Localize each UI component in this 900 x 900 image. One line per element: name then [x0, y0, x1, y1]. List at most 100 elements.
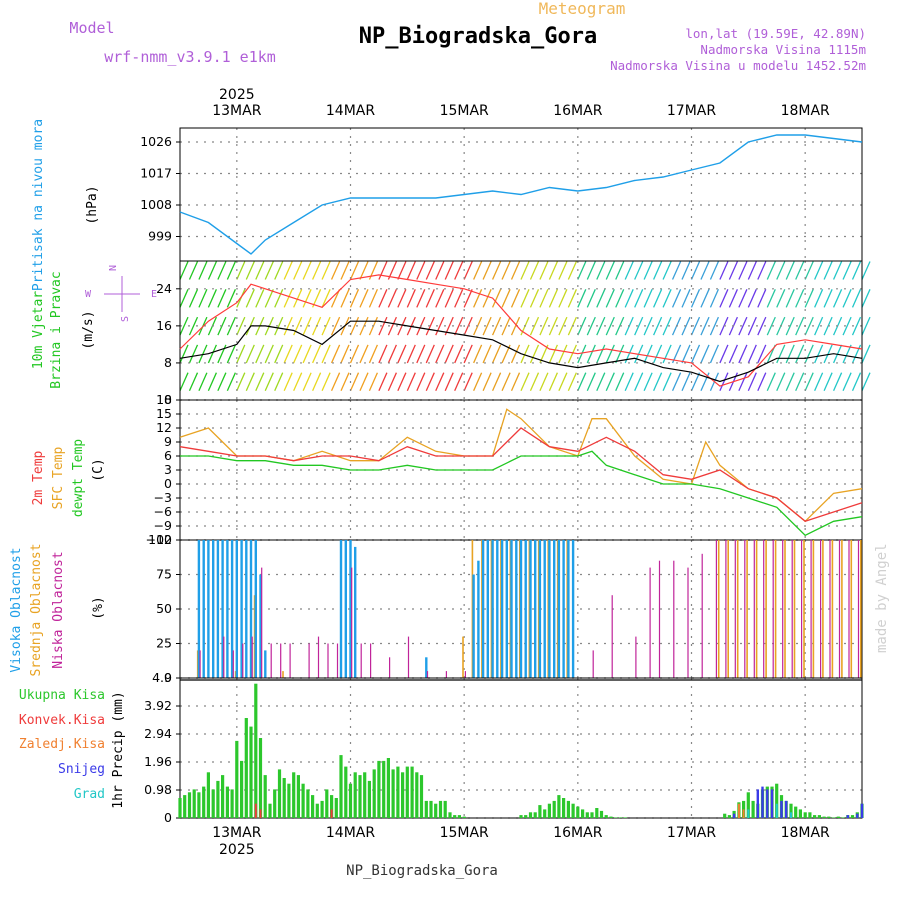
wind-barb	[690, 316, 701, 336]
ytick-label: 999	[148, 229, 172, 244]
day-label-top: 15MAR	[440, 103, 489, 119]
cloud-high-bar	[344, 540, 347, 678]
ytick-label: 1026	[140, 134, 172, 149]
wind-barb	[444, 372, 454, 391]
wind-barb	[349, 344, 360, 364]
precip-graupel-bar	[747, 809, 750, 818]
wind-barb	[577, 372, 587, 391]
wind-barb	[520, 261, 530, 280]
wind-barb	[567, 344, 577, 364]
precip-total-bar	[377, 760, 381, 818]
cloud-high-bar	[510, 540, 513, 678]
precip-total-bar	[244, 718, 248, 818]
wind-barb	[255, 289, 265, 308]
wind-barb	[406, 372, 416, 391]
panel-border	[179, 677, 863, 819]
wind-barb	[586, 372, 596, 391]
wind-barb	[804, 372, 814, 391]
precip-graupel-bar	[775, 803, 778, 818]
cloud-mid-bar	[282, 671, 284, 678]
wind-barb	[681, 316, 691, 336]
precip-total-bar	[221, 775, 225, 818]
wind-barb	[634, 372, 644, 391]
wind-barb	[567, 372, 577, 391]
wind-barb	[340, 261, 350, 280]
wind-barb	[634, 261, 644, 280]
wind-barb	[463, 261, 473, 280]
wind-barb	[435, 261, 445, 280]
wind-barb	[293, 372, 303, 391]
cloud-high-bar	[221, 540, 224, 678]
precip-total-bar	[571, 803, 575, 818]
model-altitude: Nadmorska Visina u modelu 1452.52m	[610, 58, 866, 73]
cloud-low-bar	[251, 636, 253, 678]
wind-barb	[700, 289, 710, 308]
wind-barb	[605, 316, 615, 336]
wind-barb	[539, 261, 549, 280]
precip-total-bar	[287, 783, 291, 818]
ytick-label: 4.9	[152, 670, 172, 685]
precip-total-bar	[282, 778, 286, 818]
wind-barb	[454, 372, 464, 391]
cloud-low-bar	[848, 540, 850, 678]
wind-barb	[491, 261, 502, 280]
cloud-low-bar	[715, 540, 717, 678]
cloud-low-bar	[772, 540, 774, 678]
wind-barb	[766, 372, 776, 391]
wind-barb	[634, 289, 644, 308]
wind-barb	[814, 372, 824, 391]
pressure-panel: 999 1008 1017 1026	[140, 127, 863, 262]
cloud-low-bar	[242, 643, 244, 678]
wind-barb	[795, 372, 805, 391]
wind-barb	[283, 344, 293, 364]
wind-barb	[491, 372, 502, 391]
compass-e: E	[151, 289, 157, 300]
pressure-unit: (hPa)	[85, 185, 100, 224]
wind-barb	[264, 344, 274, 364]
cloud-low-bar	[782, 540, 784, 678]
compass-w: W	[85, 289, 92, 300]
precip-conv-bar	[254, 803, 257, 818]
wind-barb	[510, 344, 521, 364]
precip-total-bar	[320, 800, 324, 818]
precip-snow-bar	[785, 800, 788, 818]
wind-barb	[529, 289, 540, 308]
ytick-label: −12	[146, 532, 172, 547]
cloud-high-bar	[524, 540, 527, 678]
cloud-mid-bar	[793, 540, 796, 678]
wind-barb	[851, 316, 862, 336]
wind-barb	[719, 372, 729, 391]
wind-barb	[795, 344, 805, 364]
cloud-mid-bar	[765, 540, 767, 678]
wind-barb	[378, 316, 388, 336]
wind-barb	[491, 344, 502, 364]
wind-barb	[368, 289, 378, 308]
wind-barb	[293, 344, 303, 364]
cloud-low-bar	[763, 540, 765, 678]
wind-barb	[387, 316, 397, 336]
wind-barb	[700, 316, 710, 336]
day-label-bottom: 14MAR	[326, 825, 375, 841]
wind-barb	[605, 372, 615, 391]
precip-total-bar	[538, 805, 542, 818]
wind-barb	[207, 344, 217, 364]
wind-barb	[349, 289, 360, 308]
wind-barb	[747, 316, 757, 336]
cloud-high-bar	[505, 540, 508, 678]
wind-barb	[264, 261, 274, 280]
cloud-high-bar	[216, 540, 220, 678]
cloud-high-bar	[212, 540, 215, 678]
wind-barb	[804, 344, 814, 364]
cloud-high-bar	[240, 540, 243, 678]
wind-barb	[842, 372, 852, 391]
wind-barb	[340, 344, 350, 364]
precip-total-bar	[334, 798, 338, 818]
wind-barb	[425, 372, 435, 391]
precip-total-bar	[382, 760, 386, 818]
wind-barb	[264, 372, 274, 391]
cloud-low-bar	[223, 636, 225, 678]
precip-total-bar	[429, 800, 433, 818]
wind-barb	[814, 289, 824, 308]
wind-barb	[615, 289, 625, 308]
wind-barb	[586, 289, 596, 308]
